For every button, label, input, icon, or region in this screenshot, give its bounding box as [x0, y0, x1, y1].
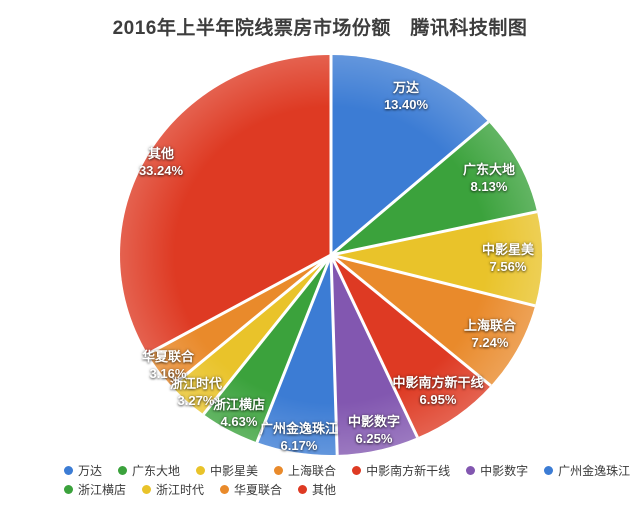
legend-item-label: 上海联合 [288, 464, 337, 478]
slice-separator [330, 253, 492, 387]
legend-item: 其他 [298, 481, 336, 498]
slice-separator [170, 253, 332, 388]
legend-color-dot-icon [220, 485, 230, 494]
legend-color-dot-icon [544, 466, 554, 475]
legend-item-label: 广州金逸珠江 [558, 464, 631, 478]
legend-item: 浙江时代 [142, 481, 204, 498]
legend: 万达 广东大地 中影星美 上海联合 中影南方新干线 中影数字 广州金逸珠江浙江横店 浙江时代 华… [64, 461, 630, 499]
legend-row: 浙江横店 浙江时代 华夏联合 其他 [64, 480, 630, 499]
legend-item-label: 中影数字 [480, 464, 529, 478]
legend-row: 万达 广东大地 中影星美 上海联合 中影南方新干线 中影数字 广州金逸珠江 [64, 461, 630, 480]
legend-color-dot-icon [196, 466, 206, 475]
legend-item: 浙江横店 [64, 481, 126, 498]
legend-color-dot-icon [274, 466, 284, 475]
legend-color-dot-icon [142, 485, 152, 494]
legend-item-label: 浙江横店 [78, 483, 127, 497]
legend-item-label: 其他 [312, 483, 337, 497]
legend-color-dot-icon [298, 485, 308, 494]
slice-separator [202, 254, 333, 416]
slice-separator [330, 120, 490, 257]
legend-item: 中影星美 [196, 462, 258, 479]
legend-color-dot-icon [466, 466, 476, 475]
slice-separator [329, 254, 419, 439]
legend-color-dot-icon [64, 466, 73, 475]
slice-separator [330, 210, 538, 257]
legend-item: 广东大地 [118, 462, 180, 479]
legend-item: 华夏联合 [220, 481, 282, 498]
legend-item-label: 中影星美 [210, 464, 259, 478]
legend-item-label: 万达 [78, 464, 103, 478]
legend-item-label: 华夏联合 [234, 483, 283, 497]
slice-separator [329, 254, 339, 455]
legend-color-dot-icon [118, 466, 128, 475]
slice-separator [146, 253, 332, 356]
legend-item-label: 广东大地 [132, 464, 181, 478]
slice-separator [330, 253, 536, 308]
legend-item: 中影南方新干线 [352, 462, 450, 479]
legend-color-dot-icon [352, 466, 362, 475]
legend-item-label: 浙江时代 [156, 483, 205, 497]
slice-separator [255, 254, 333, 443]
chart-title: 2016年上半年院线票房市场份额 腾讯科技制图 [112, 18, 528, 39]
legend-item: 万达 [64, 462, 102, 479]
legend-item: 广州金逸珠江 [544, 462, 630, 479]
legend-item: 中影数字 [466, 462, 528, 479]
legend-item-label: 中影南方新干线 [366, 464, 451, 478]
legend-color-dot-icon [64, 485, 73, 494]
legend-item: 上海联合 [274, 462, 336, 479]
